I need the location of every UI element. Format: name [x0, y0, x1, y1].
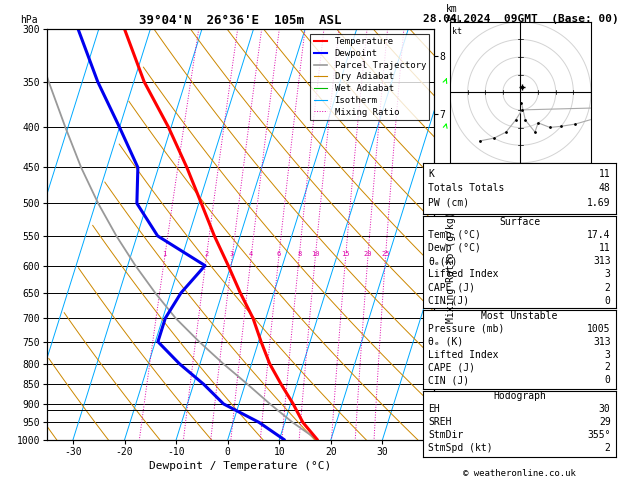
Text: 20: 20 — [364, 251, 372, 257]
Text: 2: 2 — [604, 363, 611, 372]
Text: 313: 313 — [593, 337, 611, 347]
Text: Most Unstable: Most Unstable — [481, 312, 558, 321]
Text: 1005: 1005 — [587, 324, 611, 334]
Text: km
ASL: km ASL — [445, 4, 463, 25]
Text: 2: 2 — [204, 251, 209, 257]
Text: Pressure (mb): Pressure (mb) — [428, 324, 505, 334]
Text: 11: 11 — [599, 169, 611, 179]
Text: 10: 10 — [311, 251, 320, 257]
Text: Totals Totals: Totals Totals — [428, 183, 505, 193]
Text: 355°: 355° — [587, 430, 611, 440]
Text: 4: 4 — [249, 251, 253, 257]
Text: EH: EH — [428, 404, 440, 414]
Text: CIN (J): CIN (J) — [428, 375, 470, 385]
Text: 1.69: 1.69 — [587, 198, 611, 208]
Text: 8: 8 — [297, 251, 301, 257]
Text: 3: 3 — [604, 269, 611, 279]
Text: kt: kt — [452, 27, 462, 36]
Text: Lifted Index: Lifted Index — [428, 269, 499, 279]
Text: 25: 25 — [381, 251, 390, 257]
Text: Temp (°C): Temp (°C) — [428, 230, 481, 240]
Text: Surface: Surface — [499, 217, 540, 227]
Legend: Temperature, Dewpoint, Parcel Trajectory, Dry Adiabat, Wet Adiabat, Isotherm, Mi: Temperature, Dewpoint, Parcel Trajectory… — [310, 34, 430, 120]
Text: SREH: SREH — [428, 417, 452, 427]
Text: Hodograph: Hodograph — [493, 391, 546, 401]
Text: 11: 11 — [599, 243, 611, 253]
Text: 2: 2 — [604, 443, 611, 453]
Text: 0: 0 — [604, 375, 611, 385]
Text: 2: 2 — [604, 282, 611, 293]
Text: Dewp (°C): Dewp (°C) — [428, 243, 481, 253]
Text: Mixing Ratio (g/kg): Mixing Ratio (g/kg) — [446, 211, 456, 323]
Text: 29: 29 — [599, 417, 611, 427]
Text: θₑ(K): θₑ(K) — [428, 256, 458, 266]
Text: StmDir: StmDir — [428, 430, 464, 440]
Text: 1: 1 — [163, 251, 167, 257]
Text: LCL: LCL — [435, 405, 450, 414]
Text: K: K — [428, 169, 435, 179]
Text: 17.4: 17.4 — [587, 230, 611, 240]
Text: CIN (J): CIN (J) — [428, 296, 470, 306]
Text: 313: 313 — [593, 256, 611, 266]
Text: 0: 0 — [604, 296, 611, 306]
Text: 28.04.2024  09GMT  (Base: 00): 28.04.2024 09GMT (Base: 00) — [423, 14, 618, 24]
Text: θₑ (K): θₑ (K) — [428, 337, 464, 347]
Text: 6: 6 — [277, 251, 281, 257]
Text: 30: 30 — [599, 404, 611, 414]
Text: CAPE (J): CAPE (J) — [428, 282, 476, 293]
Text: 15: 15 — [342, 251, 350, 257]
Title: 39°04'N  26°36'E  105m  ASL: 39°04'N 26°36'E 105m ASL — [140, 14, 342, 27]
Text: CAPE (J): CAPE (J) — [428, 363, 476, 372]
Text: Lifted Index: Lifted Index — [428, 349, 499, 360]
Text: StmSpd (kt): StmSpd (kt) — [428, 443, 493, 453]
Text: 3: 3 — [230, 251, 234, 257]
Text: 48: 48 — [599, 183, 611, 193]
Text: PW (cm): PW (cm) — [428, 198, 470, 208]
Text: © weatheronline.co.uk: © weatheronline.co.uk — [463, 469, 576, 479]
Text: hPa: hPa — [20, 15, 38, 25]
X-axis label: Dewpoint / Temperature (°C): Dewpoint / Temperature (°C) — [150, 461, 331, 471]
Text: 3: 3 — [604, 349, 611, 360]
